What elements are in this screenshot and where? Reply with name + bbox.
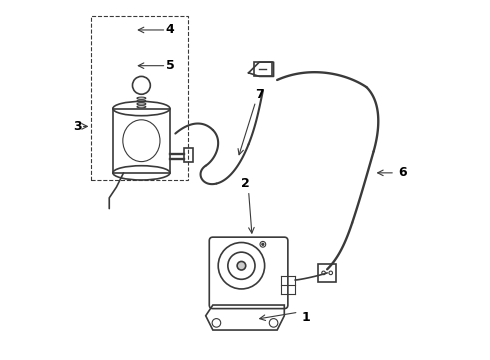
Text: 4: 4 xyxy=(166,23,174,36)
Circle shape xyxy=(262,243,264,246)
Text: 1: 1 xyxy=(301,311,310,324)
Bar xyxy=(318,264,336,282)
Text: 2: 2 xyxy=(241,177,249,190)
Bar xyxy=(184,148,193,162)
Text: 5: 5 xyxy=(166,59,174,72)
Text: 6: 6 xyxy=(398,166,407,179)
Text: 7: 7 xyxy=(255,88,264,101)
Bar xyxy=(113,109,170,173)
Text: 3: 3 xyxy=(73,120,81,133)
Circle shape xyxy=(237,261,245,270)
Bar xyxy=(92,16,188,180)
Bar xyxy=(254,62,272,76)
